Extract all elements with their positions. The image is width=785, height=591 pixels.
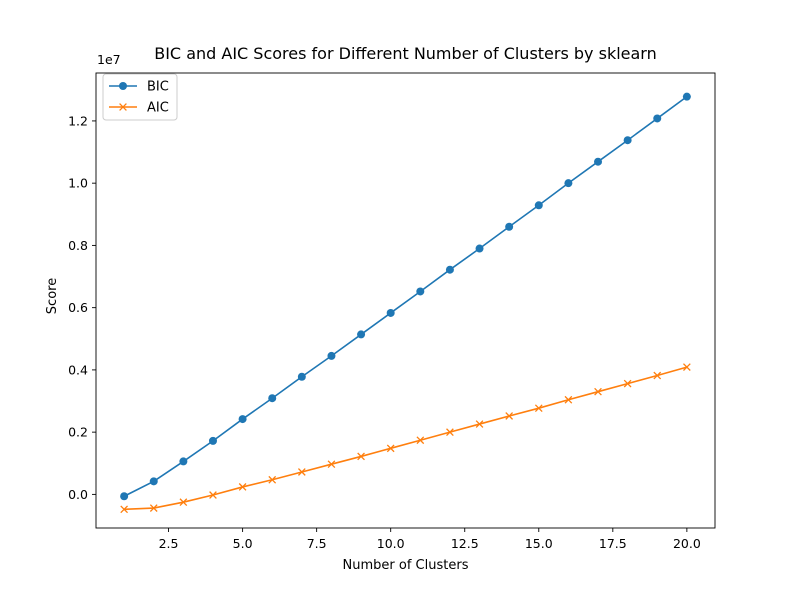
legend-bic-label: BIC (147, 80, 169, 95)
x-tick-label: 2.5 (159, 536, 179, 551)
bic-point (564, 179, 573, 188)
aic-point (209, 491, 217, 499)
legend-bic-marker (119, 82, 127, 90)
aic-point (268, 475, 277, 484)
y-tick-label: 0.2 (68, 425, 88, 440)
x-tick-label: 10.0 (377, 536, 405, 551)
bic-point (208, 436, 217, 445)
aic-point (149, 504, 158, 512)
y-tick-label: 1.2 (68, 113, 88, 128)
aic-point (594, 387, 602, 396)
y-tick-label: 0.6 (68, 300, 88, 315)
bic-point (386, 308, 395, 317)
bic-point (238, 415, 247, 424)
x-tick-label: 7.5 (307, 536, 327, 551)
aic-point (475, 420, 484, 428)
aic-point (120, 505, 128, 514)
bic-point (534, 201, 543, 210)
y-tick-label: 0.8 (68, 238, 88, 253)
aic-point (416, 436, 425, 445)
bic-point (179, 457, 188, 466)
y-tick-label: 0.0 (68, 487, 88, 502)
y-axis-scale-label: 1e7 (97, 52, 121, 67)
bic-line (123, 96, 688, 497)
bic-point (357, 330, 366, 339)
aic-point (357, 452, 365, 461)
legend-aic-label: AIC (147, 101, 169, 116)
y-tick-label: 1.0 (68, 176, 88, 191)
aic-point (179, 498, 188, 507)
x-tick-label: 20.0 (673, 536, 701, 551)
bic-point (120, 492, 129, 501)
legend: BIC AIC (102, 73, 178, 121)
legend-aic-marker (119, 103, 127, 111)
aic-point (505, 412, 514, 420)
aic-point (564, 395, 573, 404)
aic-point (683, 363, 691, 371)
x-axis-label: Number of Clusters (343, 558, 469, 573)
bic-point (268, 394, 277, 403)
y-tick-label: 0.4 (68, 362, 88, 377)
bic-point (445, 265, 454, 274)
bic-point (653, 114, 662, 123)
plot-area: 2.5 5.0 7.5 10.0 12.5 15.0 17.5 20.0 0.0 0.2 0.4 0.… (68, 72, 716, 551)
y-axis-label: Score (45, 278, 60, 314)
bic-point (594, 157, 603, 166)
axes-frame (95, 72, 716, 529)
aic-point (297, 468, 306, 476)
aic-line (124, 366, 688, 511)
aic-point (238, 483, 247, 491)
aic-point (386, 444, 395, 453)
aic-point (653, 371, 662, 380)
bic-point (416, 287, 425, 296)
x-tick-label: 5.0 (233, 536, 253, 551)
aic-point (623, 379, 632, 388)
bic-point (623, 136, 632, 145)
bic-point (149, 477, 158, 486)
bic-point (505, 222, 514, 231)
bic-point (297, 372, 306, 381)
x-tick-label: 17.5 (599, 536, 627, 551)
bic-point (327, 351, 336, 360)
x-tick-label: 12.5 (451, 536, 479, 551)
bic-point (682, 92, 691, 101)
aic-point (327, 460, 336, 469)
aic-point (534, 404, 543, 413)
bic-point (475, 244, 484, 253)
aic-point (446, 428, 454, 437)
x-tick-label: 15.0 (525, 536, 553, 551)
chart-title: BIC and AIC Scores for Different Number … (154, 44, 657, 63)
